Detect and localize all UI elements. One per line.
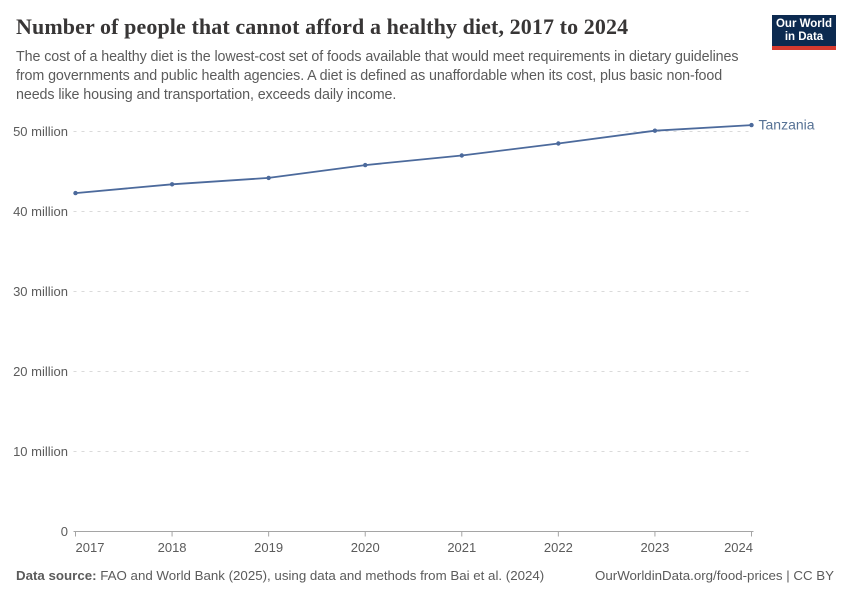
chart-subtitle: The cost of a healthy diet is the lowest… [16,49,739,104]
x-axis-tick-label: 2022 [544,540,573,555]
data-source-text: FAO and World Bank (2025), using data an… [96,568,545,583]
x-axis-tick-label: 2024 [724,540,753,555]
x-axis-tick-label: 2019 [254,540,283,555]
y-axis-tick-label: 40 million [13,204,68,219]
y-axis-tick-label: 0 [61,524,68,539]
y-axis-tick-label: 50 million [13,124,68,139]
data-point-2017 [73,190,78,196]
chart-title: Number of people that cannot afford a he… [16,14,629,39]
attribution-license: OurWorldinData.org/food-prices | CC BY [595,568,834,583]
x-axis-tick-label: 2023 [640,540,669,555]
x-axis-tick-label: 2020 [351,540,380,555]
data-point-2018 [169,182,175,187]
data-point-2020 [363,162,368,168]
x-axis-tick-label: 2018 [158,540,187,555]
series-line-tanzania [74,124,753,195]
owid-logo: Our World in Data [772,15,836,50]
y-axis-tick-label: 30 million [13,284,68,299]
owid-logo-line1: Our World [775,18,832,30]
data-point-2022 [556,141,561,146]
series-entity-label: Tanzania [759,117,815,133]
data-point-2019 [266,175,271,181]
y-axis-tick-label: 10 million [13,444,68,459]
data-point-2021 [459,153,464,158]
owid-logo-red-strip [772,46,836,50]
data-source-note: Data source: FAO and World Bank (2025), … [16,568,544,583]
owid-logo-line2: in Data [784,31,824,43]
x-axis-tick-label: 2021 [447,540,476,555]
chart-header: Number of people that cannot afford a he… [16,14,836,105]
data-point-2023 [652,128,658,133]
y-axis-tick-label: 20 million [13,364,68,379]
data-point-2024 [749,122,754,128]
chart-footer: Data source: FAO and World Bank (2025), … [16,568,834,583]
data-source-label: Data source: [16,568,97,583]
x-axis-tick-label: 2017 [76,540,105,555]
owid-logo-box: Our World in Data [772,15,836,46]
